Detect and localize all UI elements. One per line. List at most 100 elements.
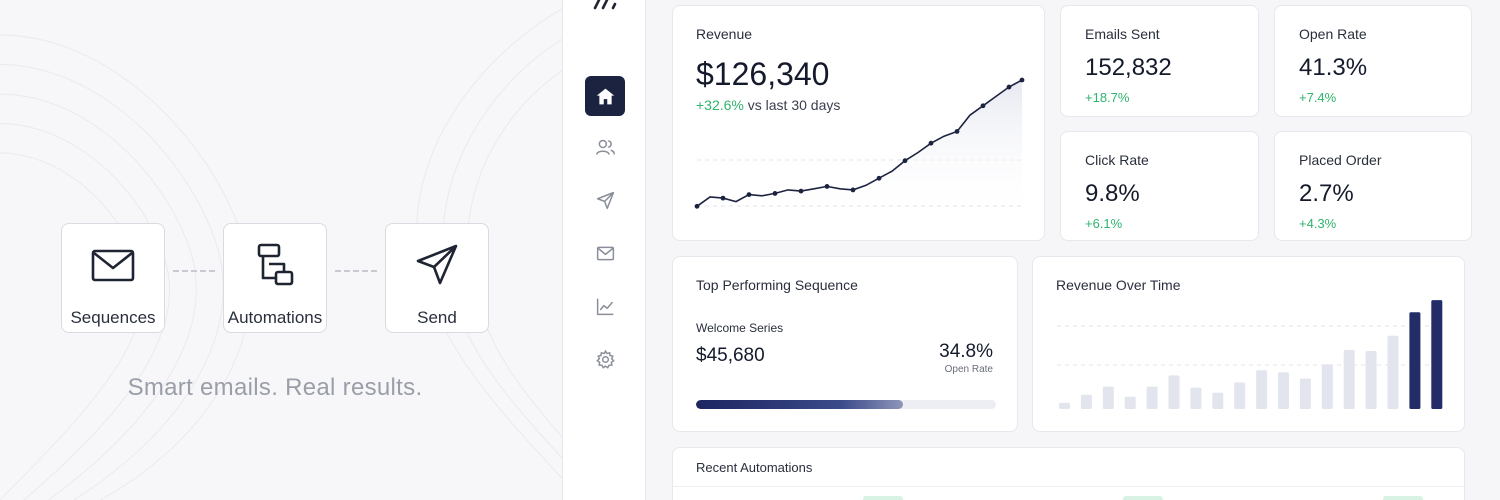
hero-section: Sequences Automations Send Smart emails.…	[0, 0, 562, 500]
data-point	[954, 129, 960, 134]
mail-icon	[596, 246, 614, 260]
kpi-emails-sent[interactable]: Emails Sent 152,832 +18.7%	[1060, 5, 1259, 117]
sidebar-item-contacts[interactable]	[585, 127, 625, 167]
kpi-title: Open Rate	[1299, 26, 1367, 42]
bar	[1059, 402, 1070, 409]
kpi-value: 41.3%	[1299, 54, 1368, 81]
top-sequence-card[interactable]: Top Performing Sequence Welcome Series $…	[672, 256, 1018, 432]
bar	[1278, 372, 1289, 409]
step-automations[interactable]: Automations	[223, 223, 327, 333]
sequence-rate: 34.8%	[939, 341, 993, 362]
data-point	[928, 140, 934, 146]
step-send[interactable]: Send	[385, 223, 489, 333]
bar	[1102, 386, 1114, 409]
bar	[1387, 335, 1399, 409]
dashboard: Revenue $126,340 +32.6% vs last 30 days …	[647, 0, 1500, 500]
kpi-title: Click Rate	[1085, 152, 1149, 168]
kpi-value: 2.7%	[1299, 180, 1354, 207]
divider	[673, 486, 1464, 487]
data-point	[876, 175, 882, 181]
area-fill	[697, 80, 1022, 218]
workflow-icon	[257, 243, 294, 286]
recent-automations-card[interactable]: Recent Automations	[672, 447, 1465, 500]
card-title: Revenue Over Time	[1056, 277, 1181, 293]
bar	[1431, 300, 1443, 409]
sidebar	[562, 0, 646, 500]
data-point	[772, 191, 778, 196]
step-label: Send	[417, 308, 457, 327]
card-title: Recent Automations	[696, 460, 813, 475]
sidebar-item-home[interactable]	[585, 76, 625, 116]
status-badge	[1383, 496, 1423, 500]
connector-dash	[173, 270, 215, 272]
bar	[1168, 375, 1180, 409]
bar	[1365, 351, 1377, 409]
revenue-bar-chart	[1057, 300, 1443, 409]
sequence-rate-label: Open Rate	[944, 364, 993, 375]
bar	[1080, 394, 1092, 409]
revenue-card[interactable]: Revenue $126,340 +32.6% vs last 30 days	[672, 5, 1045, 241]
data-point	[902, 158, 908, 164]
bar	[1343, 349, 1355, 409]
card-title: Revenue	[696, 26, 753, 42]
data-point	[798, 188, 804, 194]
kpi-placed-order[interactable]: Placed Order 2.7% +4.3%	[1274, 131, 1472, 241]
paper-plane-icon	[416, 244, 458, 285]
envelope-icon	[91, 249, 135, 282]
data-point	[720, 195, 726, 201]
kpi-change: +4.3%	[1299, 216, 1337, 231]
bar	[1234, 382, 1246, 409]
card-title: Top Performing Sequence	[696, 277, 858, 293]
data-point	[824, 184, 830, 189]
status-badge	[1123, 496, 1163, 500]
kpi-click-rate[interactable]: Click Rate 9.8% +6.1%	[1060, 131, 1259, 241]
revenue-change-row: +32.6% vs last 30 days	[696, 97, 840, 113]
data-point	[746, 192, 752, 198]
logo-icon	[593, 0, 617, 10]
revenue-over-time-card[interactable]: Revenue Over Time	[1032, 256, 1465, 432]
kpi-title: Placed Order	[1299, 152, 1382, 168]
step-label: Automations	[227, 308, 323, 327]
tagline: Smart emails. Real results.	[127, 374, 423, 401]
kpi-change: +18.7%	[1085, 90, 1130, 105]
data-point	[850, 187, 856, 193]
revenue-change: +32.6%	[696, 97, 744, 113]
gear-icon	[595, 349, 615, 369]
sidebar-item-analytics[interactable]	[585, 286, 625, 326]
sequence-progress-fill	[696, 400, 903, 409]
sidebar-item-settings[interactable]	[585, 339, 625, 379]
bar	[1299, 378, 1311, 409]
data-point	[1019, 77, 1025, 83]
bar	[1212, 392, 1224, 409]
home-icon	[596, 88, 614, 104]
kpi-title: Emails Sent	[1085, 26, 1160, 42]
bar	[1409, 312, 1421, 409]
status-badge	[863, 496, 903, 500]
kpi-change: +7.4%	[1299, 90, 1337, 105]
data-point	[1006, 84, 1012, 90]
revenue-comparison: vs last 30 days	[747, 97, 841, 113]
step-sequences[interactable]: Sequences	[61, 223, 165, 333]
revenue-line-chart	[694, 77, 1025, 218]
revenue-value: $126,340	[696, 56, 830, 92]
kpi-value: 9.8%	[1085, 180, 1140, 207]
sequence-progress	[696, 400, 996, 409]
bar	[1124, 396, 1136, 409]
data-point	[980, 103, 986, 109]
sequence-revenue: $45,680	[696, 345, 765, 366]
bar	[1190, 387, 1202, 409]
send-icon	[596, 191, 614, 209]
bar	[1146, 386, 1158, 409]
users-icon	[595, 139, 615, 155]
data-point	[694, 203, 700, 209]
connector-dash	[335, 270, 377, 272]
kpi-open-rate[interactable]: Open Rate 41.3% +7.4%	[1274, 5, 1472, 117]
kpi-value: 152,832	[1085, 54, 1172, 81]
bar	[1256, 370, 1268, 409]
bar	[1321, 364, 1333, 409]
chart-icon	[596, 298, 613, 315]
sidebar-item-campaigns[interactable]	[585, 180, 625, 220]
step-label: Sequences	[70, 308, 156, 327]
sidebar-item-emails[interactable]	[585, 233, 625, 273]
kpi-change: +6.1%	[1085, 216, 1123, 231]
